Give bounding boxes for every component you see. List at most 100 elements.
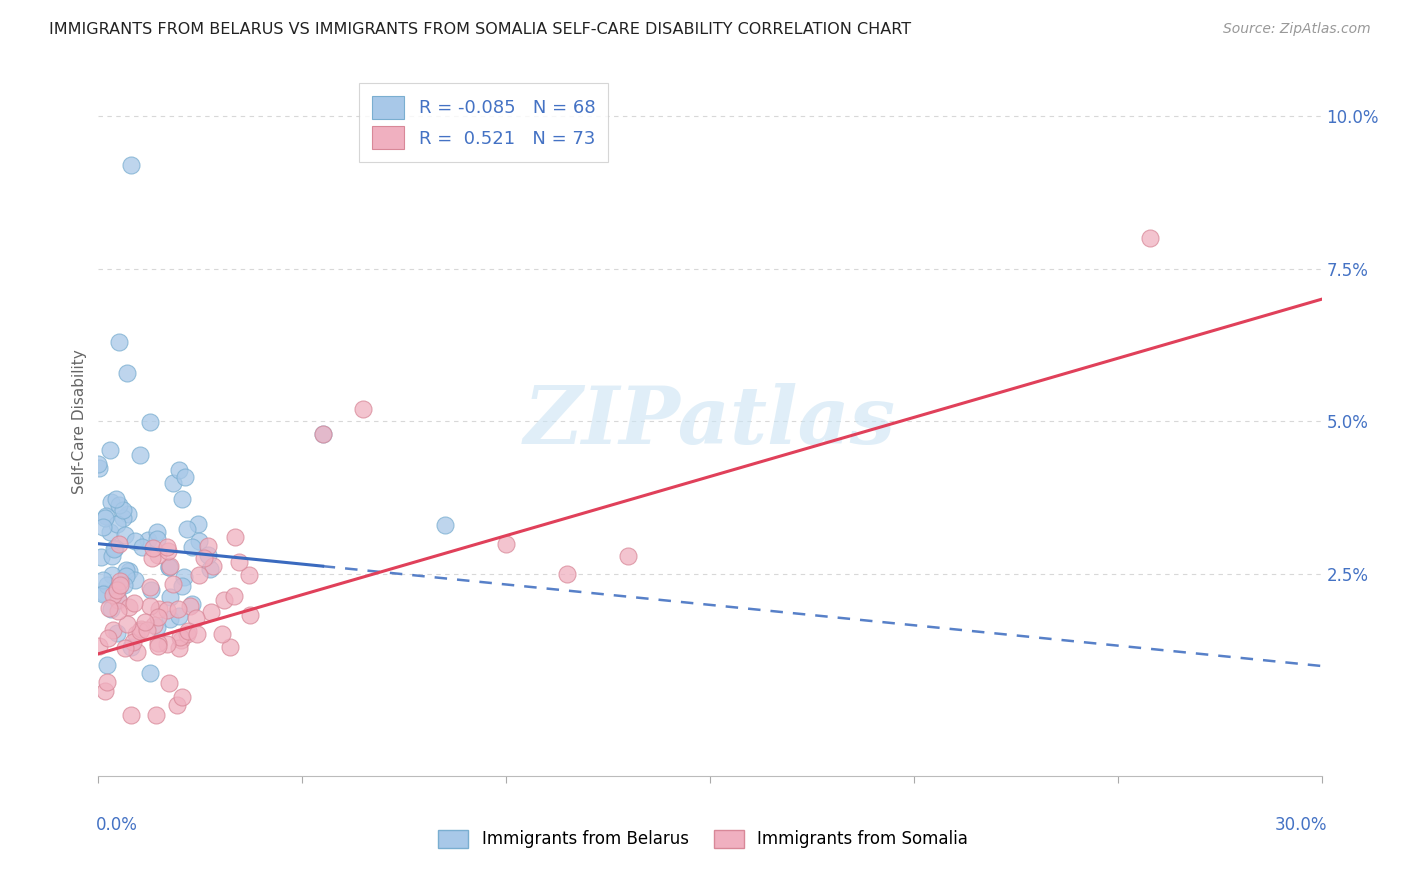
Point bbox=[188, 534, 211, 549]
Text: Source: ZipAtlas.com: Source: ZipAtlas.com bbox=[1223, 22, 1371, 37]
Point bbox=[170, 632, 193, 647]
Point bbox=[103, 542, 125, 557]
Point bbox=[103, 541, 125, 555]
Point bbox=[114, 563, 136, 577]
Point bbox=[93, 585, 115, 599]
Point bbox=[131, 540, 153, 554]
Point bbox=[141, 551, 163, 566]
Point bbox=[167, 463, 190, 477]
Point bbox=[156, 540, 179, 554]
Point bbox=[159, 591, 181, 605]
Point bbox=[107, 498, 129, 512]
Point bbox=[495, 537, 517, 551]
Point bbox=[201, 559, 224, 574]
Point bbox=[112, 511, 135, 525]
Point bbox=[228, 555, 250, 569]
Point bbox=[162, 576, 184, 591]
Point bbox=[112, 577, 135, 591]
Point bbox=[98, 600, 121, 615]
Point bbox=[114, 641, 136, 656]
Point bbox=[146, 620, 169, 634]
Point bbox=[162, 476, 184, 491]
Point bbox=[94, 510, 117, 524]
Point bbox=[120, 707, 142, 722]
Point bbox=[177, 624, 200, 639]
Point bbox=[122, 635, 145, 649]
Point bbox=[110, 574, 132, 588]
Point bbox=[127, 645, 149, 659]
Point bbox=[108, 537, 131, 551]
Point bbox=[115, 366, 138, 380]
Point bbox=[105, 582, 128, 597]
Point bbox=[101, 623, 124, 637]
Point bbox=[105, 626, 128, 640]
Point bbox=[101, 588, 124, 602]
Point bbox=[136, 623, 159, 637]
Point bbox=[200, 606, 222, 620]
Point bbox=[312, 426, 335, 441]
Point bbox=[170, 690, 193, 704]
Point bbox=[200, 562, 222, 576]
Point bbox=[89, 639, 111, 653]
Point bbox=[98, 443, 121, 458]
Point bbox=[115, 569, 138, 583]
Point bbox=[197, 540, 219, 554]
Point bbox=[188, 567, 211, 582]
Point bbox=[124, 573, 146, 587]
Point bbox=[124, 533, 146, 548]
Point bbox=[105, 491, 128, 506]
Point bbox=[187, 516, 209, 531]
Point bbox=[211, 627, 233, 641]
Point bbox=[434, 518, 457, 533]
Point bbox=[159, 612, 181, 626]
Point bbox=[176, 627, 198, 641]
Point bbox=[96, 578, 118, 592]
Point bbox=[145, 707, 167, 722]
Point bbox=[167, 609, 190, 624]
Point bbox=[224, 589, 246, 603]
Point bbox=[146, 640, 169, 654]
Point bbox=[148, 601, 170, 615]
Point bbox=[1139, 231, 1161, 245]
Point bbox=[238, 568, 260, 582]
Point bbox=[312, 426, 335, 441]
Point bbox=[97, 631, 120, 645]
Point bbox=[146, 548, 169, 562]
Point bbox=[96, 658, 118, 673]
Point bbox=[170, 491, 193, 506]
Point bbox=[139, 416, 162, 430]
Text: 0.0%: 0.0% bbox=[96, 816, 138, 834]
Point bbox=[176, 522, 198, 536]
Point bbox=[352, 402, 374, 417]
Point bbox=[107, 593, 129, 607]
Point bbox=[105, 517, 128, 532]
Point bbox=[159, 559, 181, 574]
Point bbox=[87, 457, 110, 471]
Point bbox=[115, 617, 138, 632]
Point bbox=[129, 622, 152, 636]
Point bbox=[122, 597, 145, 611]
Point bbox=[117, 507, 139, 521]
Point bbox=[156, 636, 179, 650]
Point bbox=[617, 549, 640, 563]
Point bbox=[128, 624, 150, 639]
Point bbox=[173, 570, 195, 584]
Point bbox=[120, 640, 142, 654]
Point bbox=[107, 604, 129, 618]
Point bbox=[107, 591, 129, 606]
Point bbox=[156, 603, 179, 617]
Point bbox=[108, 334, 131, 349]
Point bbox=[114, 528, 136, 542]
Point bbox=[181, 597, 204, 611]
Point bbox=[167, 601, 190, 615]
Point bbox=[100, 495, 122, 509]
Point bbox=[101, 568, 124, 582]
Point bbox=[219, 640, 242, 654]
Point bbox=[110, 577, 132, 591]
Point bbox=[128, 448, 150, 462]
Point bbox=[91, 587, 114, 601]
Point bbox=[157, 560, 180, 574]
Point bbox=[118, 564, 141, 578]
Point bbox=[138, 580, 160, 594]
Point bbox=[173, 469, 195, 483]
